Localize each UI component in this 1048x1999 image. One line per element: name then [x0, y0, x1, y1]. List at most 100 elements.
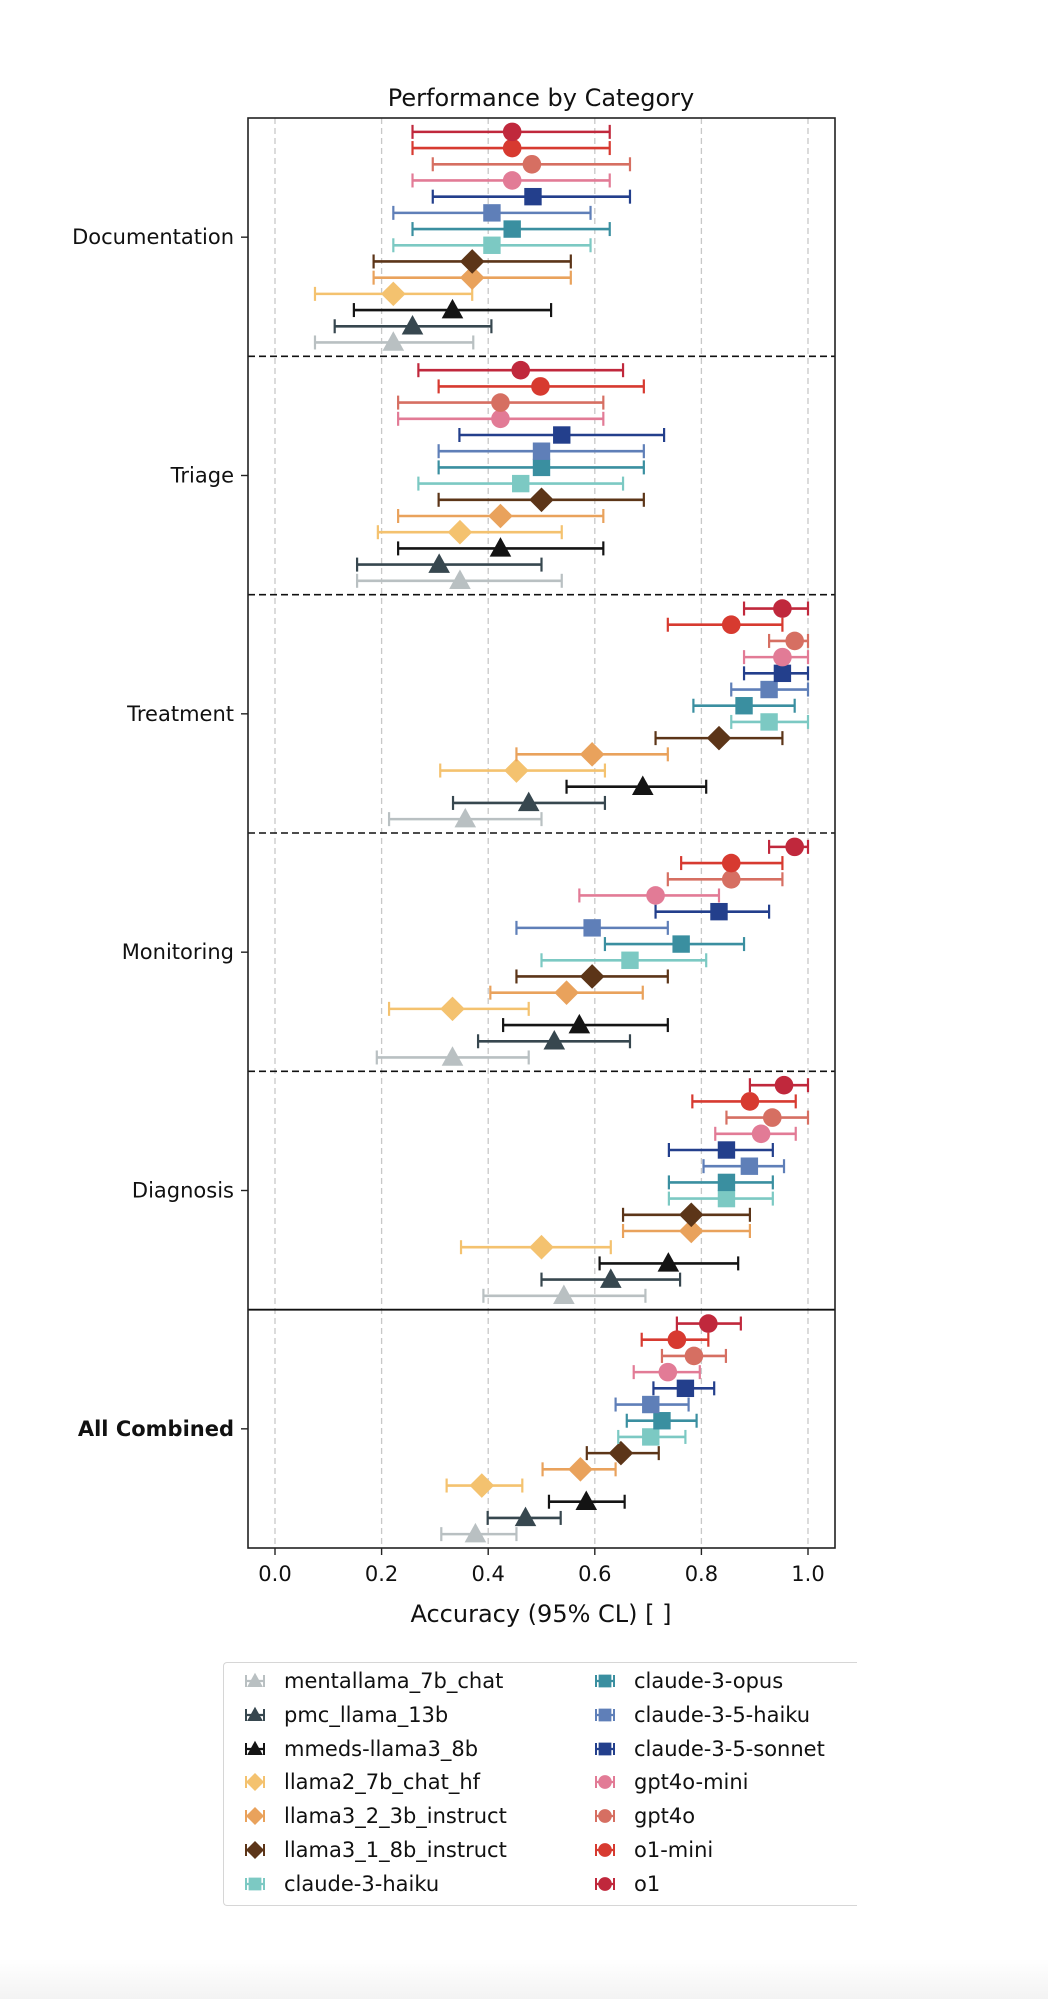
errorbar-point	[666, 869, 784, 889]
errorbar-point	[437, 377, 645, 396]
chart-title: Performance by Category	[388, 84, 694, 112]
triangle-marker	[553, 1284, 575, 1305]
errorbar-point	[445, 1473, 524, 1498]
errorbar-point	[621, 1218, 752, 1244]
circle-marker	[502, 138, 522, 158]
square-marker	[642, 1395, 660, 1414]
square-marker	[653, 1412, 671, 1430]
x-tick-label: 0.8	[685, 1562, 718, 1586]
circle-marker	[740, 1092, 760, 1111]
square-marker	[532, 458, 551, 477]
circle-marker	[699, 1314, 718, 1333]
diamond-marker	[608, 1440, 634, 1466]
errorbar-point	[767, 631, 810, 651]
diamond-marker	[381, 281, 406, 307]
y-tick-label: Treatment	[126, 702, 234, 726]
errorbar-point	[742, 664, 810, 683]
circle-marker	[751, 1124, 771, 1144]
circle-marker	[658, 1362, 678, 1382]
diamond-marker	[579, 742, 605, 767]
diamond-marker	[488, 503, 513, 529]
y-axis-ticks: Documentation Triage Treatment Monitoring Di…	[72, 225, 248, 1441]
circle-marker	[502, 171, 522, 190]
errorbar-point	[372, 265, 572, 290]
errorbar-point	[667, 1173, 774, 1192]
errorbar-point	[437, 442, 645, 460]
square-marker	[760, 680, 778, 699]
errorbar-point	[767, 837, 810, 857]
errorbar-point	[617, 1428, 687, 1446]
circle-marker	[762, 1108, 782, 1127]
errorbar-point	[748, 1075, 810, 1095]
data-marks	[313, 122, 810, 1543]
square-marker	[760, 713, 778, 731]
circle-marker	[721, 869, 741, 889]
diamond-marker	[554, 980, 579, 1005]
errorbar-point	[692, 697, 796, 715]
triangle-marker	[599, 1268, 622, 1288]
errorbar-point	[417, 360, 625, 380]
errorbar-point	[632, 1362, 701, 1382]
errorbar-point	[654, 902, 771, 921]
category-separators	[248, 355, 835, 1311]
errorbar-point	[598, 1252, 740, 1272]
square-marker	[676, 1379, 695, 1398]
x-tick-label: 1.0	[791, 1562, 824, 1586]
errorbar-point	[667, 1189, 774, 1208]
triangle-marker	[441, 298, 464, 319]
errorbar-point	[640, 1330, 710, 1350]
circle-marker	[785, 837, 804, 857]
errorbar-point	[614, 1395, 690, 1414]
diamond-marker	[440, 996, 465, 1022]
triangle-marker	[428, 553, 450, 573]
errorbar-point	[375, 1046, 530, 1066]
errorbar-point	[352, 298, 553, 319]
errorbar-point	[742, 647, 810, 667]
square-marker	[773, 664, 792, 683]
errorbar-point	[387, 807, 543, 828]
errorbar-point	[458, 426, 666, 444]
errorbar-point	[691, 1092, 797, 1111]
circle-marker	[491, 393, 510, 412]
square-marker	[524, 187, 542, 206]
triangle-marker	[657, 1252, 680, 1272]
grid-lines	[274, 118, 809, 1548]
diamond-marker	[459, 249, 485, 274]
errorbar-point	[585, 1440, 660, 1466]
square-marker	[672, 935, 690, 953]
square-marker	[583, 919, 601, 937]
errorbar-point	[411, 122, 611, 142]
errorbar-point	[667, 1141, 774, 1159]
circle-marker	[646, 886, 665, 905]
errorbar-point	[730, 713, 810, 731]
errorbar-point	[476, 1030, 632, 1050]
errorbar-point	[451, 791, 607, 812]
errorbar-point	[431, 154, 632, 174]
errorbar-point	[392, 236, 592, 254]
errorbar-point	[376, 519, 563, 545]
square-marker	[710, 902, 728, 921]
triangle-marker	[449, 569, 471, 590]
x-axis-label: Accuracy (95% CL) [ ]	[410, 1600, 671, 1628]
errorbar-point	[486, 1506, 562, 1527]
errorbar-point	[392, 204, 592, 222]
square-marker	[483, 236, 501, 254]
square-marker	[532, 442, 551, 460]
diamond-marker	[504, 758, 529, 783]
circle-marker	[531, 377, 550, 396]
errorbar-point	[387, 996, 530, 1022]
square-marker	[740, 1157, 759, 1175]
square-marker	[717, 1189, 736, 1208]
errorbar-point	[578, 886, 721, 905]
diamond-marker	[678, 1218, 704, 1244]
errorbar-point	[411, 138, 611, 158]
square-marker	[717, 1173, 736, 1192]
triangle-marker	[489, 537, 512, 557]
square-marker	[503, 220, 521, 238]
diamond-marker	[529, 1234, 554, 1260]
errorbar-point	[459, 1234, 612, 1260]
errorbar-point	[489, 980, 644, 1005]
errorbar-point	[654, 725, 784, 751]
errorbar-point	[355, 569, 563, 590]
errorbar-point	[565, 775, 708, 795]
